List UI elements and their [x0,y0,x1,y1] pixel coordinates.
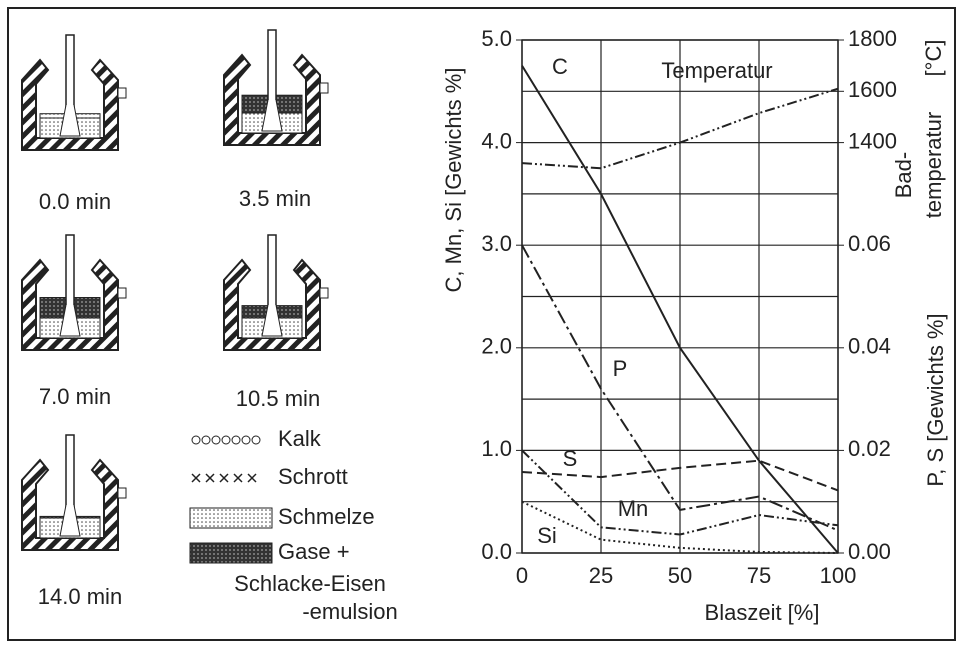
legend-swatch [202,436,210,444]
y2-tick-label: 0.02 [848,436,891,461]
lug [118,88,126,98]
legend-swatch [234,474,242,482]
y3-axis-title: temperatur [921,112,946,218]
vessel [22,435,126,550]
y-tick-label: 2.0 [481,334,512,359]
jet [60,105,80,136]
jet [60,505,80,536]
vessel-label: 10.5 min [236,386,320,411]
vessel [224,30,328,145]
y2-tick-label: 0.00 [848,539,891,564]
legend-swatch [242,436,250,444]
series-label: S [563,446,578,471]
legend-label: Schrott [278,464,348,489]
vessel-label: 0.0 min [39,189,111,214]
legend-swatch [232,436,240,444]
series-label: P [613,356,628,381]
x-tick-label: 25 [589,563,613,588]
legend-label: Kalk [278,426,322,451]
y3-tick-label: 1800 [848,26,897,51]
vessel [224,235,328,350]
y2-axis-title: P, S [Gewichts %] [923,313,948,486]
legend-label: Schmelze [278,504,375,529]
series-label: Temperatur [661,58,772,83]
vessel-panel: 0.0 min 3.5 min 7.0 min 10.5 min 14.0 min Kal… [22,30,398,624]
legend-label: Schlacke-Eisen [234,571,386,596]
y2-tick-label: 0.04 [848,334,891,359]
legend-swatch [190,543,272,563]
x-tick-label: 0 [516,563,528,588]
x-tick-label: 75 [747,563,771,588]
legend-label: -emulsion [302,599,397,624]
y3-axis-title: Bad- [891,152,916,198]
y-tick-label: 4.0 [481,128,512,153]
y2-tick-label: 0.06 [848,231,891,256]
y-tick-label: 0.0 [481,539,512,564]
lance [268,235,276,315]
legend-swatch [252,436,260,444]
legend-swatch [220,474,228,482]
lug [118,288,126,298]
lance [268,30,276,110]
series-label: Mn [618,496,649,521]
series-label: C [552,54,568,79]
legend-swatch [206,474,214,482]
figure: 0.0 min 3.5 min 7.0 min 10.5 min 14.0 min Kal… [0,0,963,648]
y-tick-label: 3.0 [481,231,512,256]
x-axis-title: Blaszeit [%] [705,600,820,625]
y-tick-label: 1.0 [481,436,512,461]
legend-swatch [192,474,200,482]
lug [320,83,328,93]
vessel [22,35,126,150]
legend-swatch [190,508,272,528]
y-tick-label: 5.0 [481,26,512,51]
chart: 0 25 50 75 100 0.0 1.0 2.0 3.0 4.0 5.0 0.00 0.02 0.04… [441,26,948,625]
vessel-label: 3.5 min [239,186,311,211]
lance [66,435,74,515]
vessel [22,235,126,350]
y-axis-title: C, Mn, Si [Gewichts %] [441,68,466,293]
y3-tick-label: 1400 [848,128,897,153]
lance [66,35,74,115]
lug [320,288,328,298]
vessel-label: 7.0 min [39,384,111,409]
legend-label: Gase + [278,539,350,564]
y3-tick-label: 1600 [848,77,897,102]
legend-swatch [192,436,200,444]
legend-swatch [222,436,230,444]
legend-swatch [248,474,256,482]
x-tick-label: 100 [820,563,857,588]
lug [118,488,126,498]
x-tick-label: 50 [668,563,692,588]
vessel-label: 14.0 min [38,584,122,609]
lance [66,235,74,315]
series-label: Si [537,523,557,548]
y3-axis-title: [°C] [921,40,946,77]
legend-swatch [212,436,220,444]
